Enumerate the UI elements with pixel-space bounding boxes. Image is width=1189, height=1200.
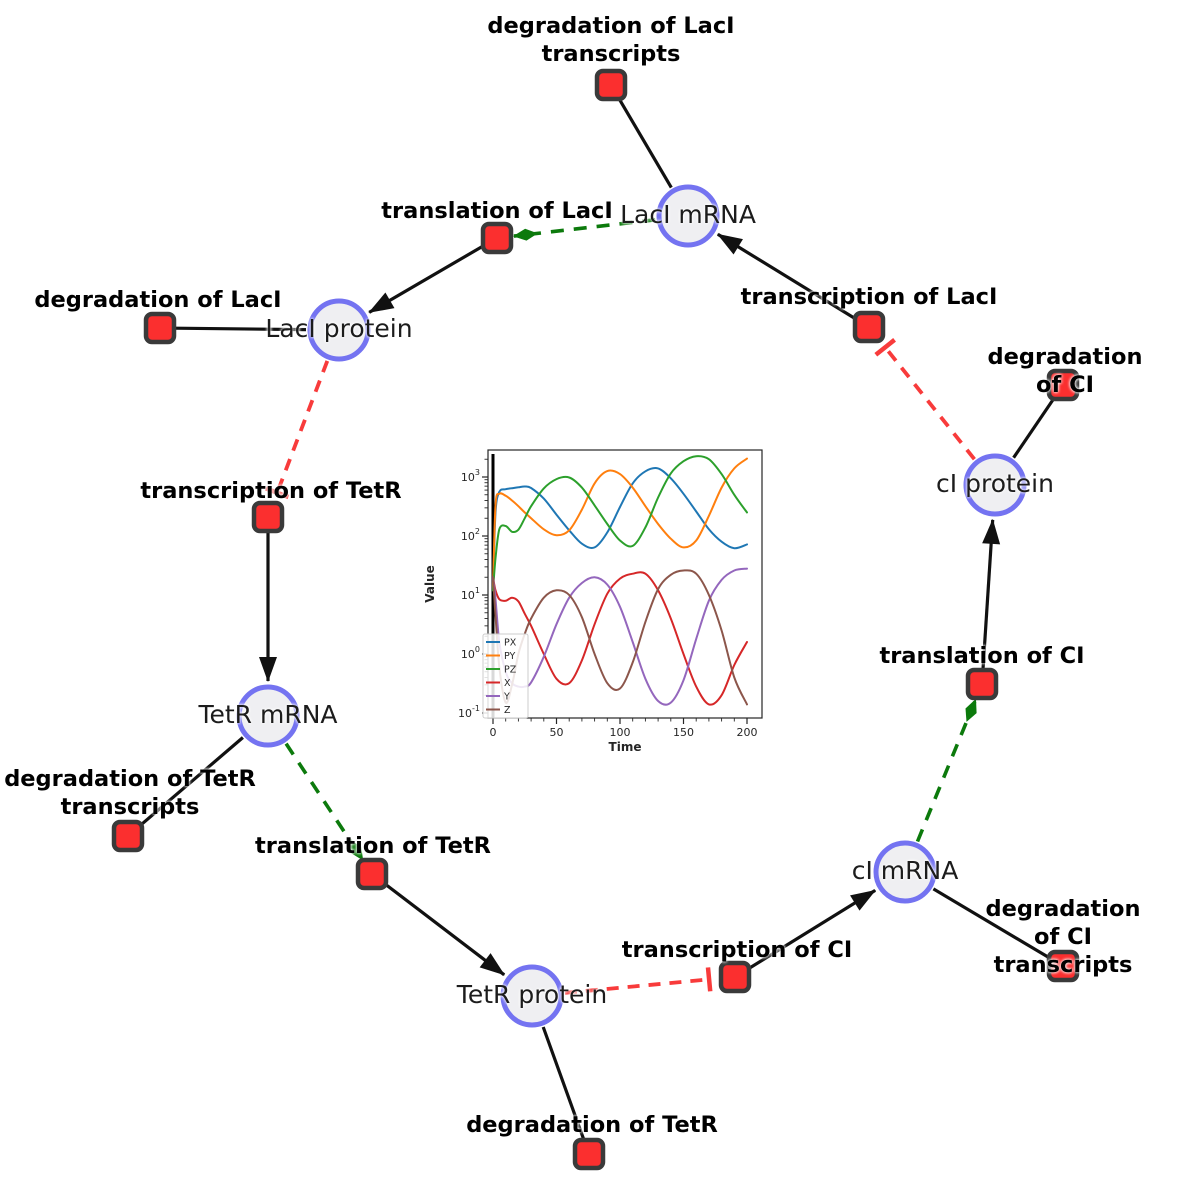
edge-consumption-ci-protein-deg-ci bbox=[1012, 396, 1056, 459]
legend-label-px: PX bbox=[504, 638, 517, 649]
reaction-node-transl-laci[interactable] bbox=[480, 221, 514, 255]
legend-label-x: X bbox=[504, 678, 511, 689]
edge-consumption-laci-protein-deg-laci bbox=[174, 326, 307, 332]
edge-modifier-ci-mrna-transl-ci bbox=[915, 698, 978, 843]
legend-label-y: Y bbox=[503, 692, 510, 703]
series-line-pz bbox=[492, 455, 748, 592]
x-tick-label: 100 bbox=[610, 726, 631, 739]
edge-consumption-ci-mrna-deg-ci-tx bbox=[932, 887, 1051, 960]
edge-modifier-laci-mrna-transl-laci bbox=[512, 218, 656, 241]
edge-production-tx-laci-laci-mrna bbox=[716, 232, 858, 321]
x-tick-label: 200 bbox=[737, 726, 758, 739]
legend-label-pz: PZ bbox=[504, 665, 517, 676]
x-axis-label: Time bbox=[609, 740, 642, 754]
reaction-node-deg-ci-tx[interactable] bbox=[1046, 949, 1080, 983]
y-tick-label: 10-1 bbox=[458, 704, 480, 720]
y-tick-label: 103 bbox=[461, 468, 480, 484]
species-node-tetr-protein[interactable] bbox=[500, 964, 564, 1028]
reaction-node-transl-ci[interactable] bbox=[965, 667, 999, 701]
species-node-laci-mrna[interactable] bbox=[656, 184, 720, 248]
series-line-x bbox=[492, 571, 748, 706]
chart-axes-box bbox=[487, 449, 763, 719]
species-node-tetr-mrna[interactable] bbox=[236, 684, 300, 748]
edge-inhibition-laci-protein-tx-tetr bbox=[265, 360, 330, 500]
y-tick-label: 102 bbox=[461, 527, 480, 543]
series-line-y bbox=[492, 567, 748, 706]
reaction-node-deg-laci-tx[interactable] bbox=[594, 68, 628, 102]
reaction-node-tx-tetr[interactable] bbox=[251, 500, 285, 534]
edge-production-transl-tetr-tetr-protein bbox=[382, 881, 506, 977]
y-tick-label: 101 bbox=[461, 586, 480, 602]
species-node-ci-mrna[interactable] bbox=[873, 840, 937, 904]
series-line-px bbox=[492, 466, 748, 592]
legend-label-py: PY bbox=[504, 651, 516, 662]
species-node-laci-protein[interactable] bbox=[307, 298, 371, 362]
series-line-z bbox=[492, 569, 748, 706]
y-axis-label: Value bbox=[423, 565, 437, 603]
reaction-node-tx-laci[interactable] bbox=[852, 310, 886, 344]
edge-production-transl-laci-laci-protein bbox=[368, 244, 485, 314]
x-tick-label: 150 bbox=[673, 726, 694, 739]
legend-label-z: Z bbox=[504, 705, 511, 716]
reaction-node-transl-tetr[interactable] bbox=[355, 857, 389, 891]
edge-inhibition-ci-protein-tx-laci bbox=[874, 338, 976, 461]
edge-production-transl-ci-ci-protein bbox=[981, 518, 1001, 670]
species-node-ci-protein[interactable] bbox=[963, 453, 1027, 517]
reaction-node-deg-tetr-tx[interactable] bbox=[111, 819, 145, 853]
series-line-py bbox=[492, 457, 748, 592]
edge-consumption-tetr-mrna-deg-tetr-tx bbox=[138, 736, 244, 828]
reaction-node-deg-laci[interactable] bbox=[143, 311, 177, 345]
edge-production-tx-ci-ci-mrna bbox=[746, 889, 877, 971]
x-tick-label: 0 bbox=[490, 726, 497, 739]
edge-consumption-laci-mrna-deg-laci-tx bbox=[617, 97, 673, 189]
x-tick-label: 50 bbox=[550, 726, 564, 739]
edge-consumption-tetr-protein-deg-tetr bbox=[541, 1026, 586, 1141]
edge-inhibition-tetr-protein-tx-ci bbox=[564, 967, 713, 995]
reaction-node-tx-ci[interactable] bbox=[718, 960, 752, 994]
chart-legend: PX PY PZ XYZ bbox=[482, 633, 529, 719]
reaction-node-deg-ci[interactable] bbox=[1046, 368, 1080, 402]
y-tick-label: 100 bbox=[461, 645, 480, 661]
reaction-node-deg-tetr[interactable] bbox=[572, 1137, 606, 1171]
edge-modifier-tetr-mrna-transl-tetr bbox=[284, 742, 365, 861]
